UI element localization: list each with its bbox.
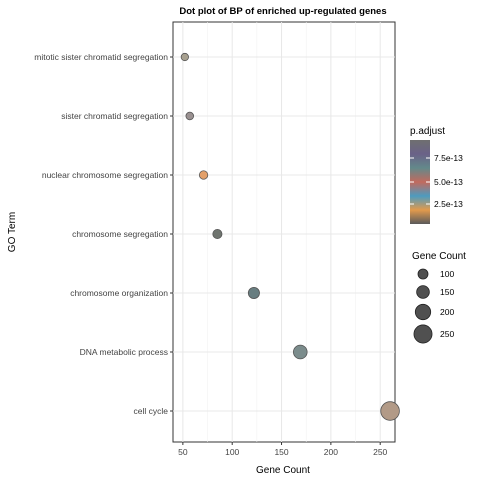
size-legend-dot <box>418 269 428 279</box>
size-legend-title: Gene Count <box>412 251 466 262</box>
size-legend: Gene Count 100 150 200 250 <box>412 251 466 343</box>
color-legend: p.adjust 7.5e-13 5.0e-13 2.5e-13 <box>410 126 463 224</box>
plot-panel <box>173 22 395 442</box>
data-point <box>186 112 194 120</box>
y-tick-label: mitotic sister chromatid segregation <box>34 52 168 62</box>
size-legend-dot <box>414 325 432 343</box>
chart-title: Dot plot of BP of enriched up-regulated … <box>179 6 386 17</box>
size-legend-dot <box>415 304 430 319</box>
size-legend-dot <box>417 286 430 299</box>
data-point <box>199 171 207 179</box>
color-legend-label: 5.0e-13 <box>434 177 463 187</box>
size-legend-label: 100 <box>440 269 454 279</box>
data-point <box>248 287 259 298</box>
color-legend-label: 7.5e-13 <box>434 153 463 163</box>
x-axis-title: Gene Count <box>256 465 310 476</box>
y-axis-title: GO Term <box>7 212 18 252</box>
size-legend-label: 250 <box>440 329 454 339</box>
color-legend-label: 2.5e-13 <box>434 199 463 209</box>
y-tick-labels: mitotic sister chromatid segregation sist… <box>34 52 173 416</box>
x-tick-labels: 50 100 150 200 250 <box>178 442 387 457</box>
y-tick-label: chromosome organization <box>70 288 168 298</box>
x-tick-label: 50 <box>178 447 188 457</box>
size-legend-label: 200 <box>440 307 454 317</box>
data-point <box>181 53 188 60</box>
data-point <box>293 345 307 359</box>
x-tick-label: 200 <box>324 447 338 457</box>
x-tick-label: 150 <box>274 447 288 457</box>
y-tick-label: sister chromatid segregation <box>61 111 168 121</box>
data-point <box>381 402 400 421</box>
data-point <box>213 229 222 238</box>
size-legend-label: 150 <box>440 287 454 297</box>
x-tick-label: 250 <box>373 447 387 457</box>
y-tick-label: DNA metabolic process <box>80 347 168 357</box>
y-tick-label: cell cycle <box>134 406 169 416</box>
y-tick-label: chromosome segregation <box>72 229 168 239</box>
x-tick-label: 100 <box>225 447 239 457</box>
color-legend-title: p.adjust <box>410 126 445 137</box>
y-tick-label: nuclear chromosome segregation <box>42 170 168 180</box>
